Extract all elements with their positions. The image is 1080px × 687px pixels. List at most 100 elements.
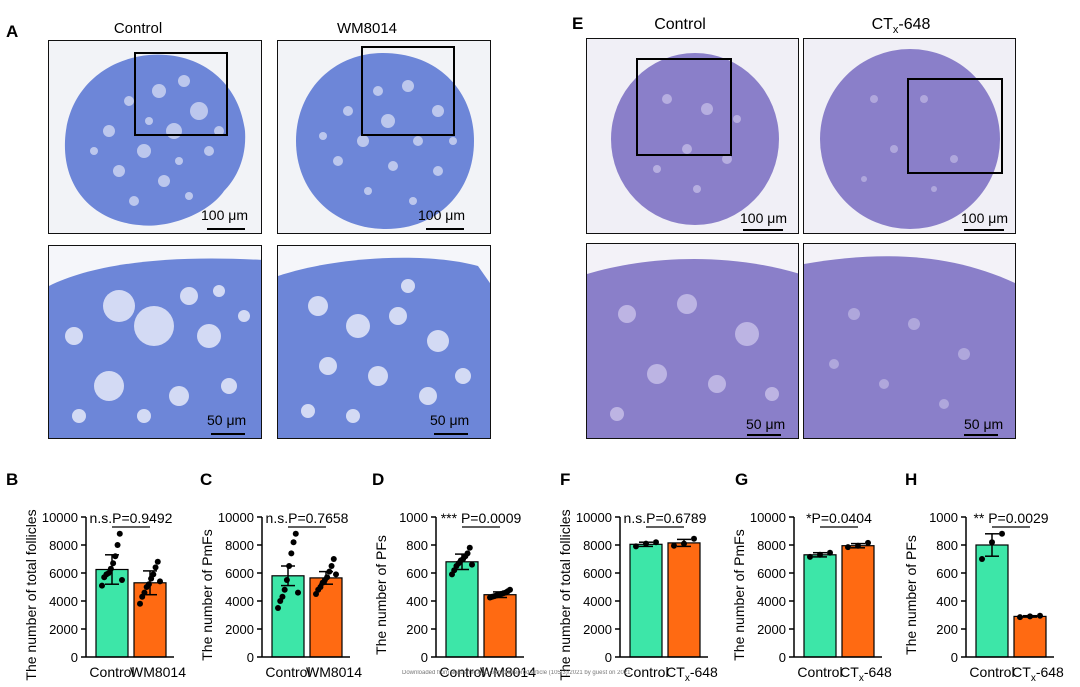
- x-tick-label: Control: [439, 664, 484, 680]
- y-tick-label: 6000: [225, 566, 254, 581]
- data-point: [691, 535, 697, 542]
- y-tick-label: 8000: [583, 538, 612, 553]
- panel-label-d: D: [372, 470, 385, 489]
- panel-label-a: A: [6, 22, 19, 41]
- col-label-ctx648-e: CTx-648: [871, 16, 931, 37]
- micrograph-control-overview: 100 μm: [48, 40, 262, 234]
- y-tick-label: 8000: [49, 538, 78, 553]
- scale-bar-label: 100 μm: [418, 207, 465, 223]
- data-point: [1037, 612, 1043, 619]
- bar-control: [271, 575, 305, 658]
- y-tick-label: 0: [71, 650, 78, 665]
- y-tick-label: 1000: [929, 510, 958, 525]
- x-tick-label: WM8014: [306, 664, 362, 680]
- y-tick-label: 2000: [225, 622, 254, 637]
- bar-control: [629, 543, 663, 658]
- scale-bar-label: 50 μm: [430, 412, 470, 428]
- y-tick-label: 0: [605, 650, 612, 665]
- data-point: [466, 544, 473, 551]
- data-point: [275, 605, 281, 611]
- data-point: [999, 530, 1005, 537]
- data-point: [279, 593, 286, 600]
- scale-bar: [964, 434, 998, 436]
- data-point: [681, 540, 687, 547]
- micrograph-control-zoom-e: 50 μm: [586, 243, 799, 439]
- y-tick-label: 8000: [225, 538, 254, 553]
- y-tick-label: 10000: [576, 510, 612, 525]
- y-tick-label: 2000: [583, 622, 612, 637]
- y-tick-label: 0: [951, 650, 958, 665]
- micrograph-control-overview-e: 100 μm: [586, 38, 799, 234]
- data-point: [464, 550, 471, 557]
- panel-label-c: C: [200, 470, 213, 489]
- data-point: [326, 568, 333, 575]
- y-tick-label: 4000: [225, 594, 254, 609]
- data-point: [330, 556, 337, 562]
- data-point: [116, 530, 123, 537]
- x-tick-label: Control: [623, 664, 668, 680]
- y-axis-label: The number of total follicles: [557, 509, 573, 680]
- scale-bar: [207, 228, 245, 230]
- scale-bar: [747, 434, 781, 436]
- data-point: [855, 542, 861, 549]
- y-tick-label: 2000: [757, 622, 786, 637]
- data-point: [286, 563, 293, 569]
- y-tick-label: 6000: [757, 566, 786, 581]
- data-point: [290, 539, 297, 546]
- x-tick-label: Control: [797, 664, 842, 680]
- data-point: [1017, 614, 1023, 621]
- x-tick-label: Control: [265, 664, 310, 680]
- col-label-wm8014-a: WM8014: [336, 20, 398, 37]
- scale-bar: [211, 433, 245, 435]
- data-point: [469, 561, 475, 568]
- data-point: [827, 549, 833, 556]
- data-point: [979, 556, 985, 562]
- y-tick-label: 10000: [218, 510, 254, 525]
- micrograph-wm8014-overview: 100 μm: [277, 40, 491, 234]
- significance-label: *P=0.0404: [806, 510, 872, 526]
- x-tick-label: CTx-648: [840, 664, 892, 684]
- bar-wm8014: [483, 594, 517, 658]
- y-tick-label: 400: [406, 594, 428, 609]
- y-tick-label: 600: [406, 566, 428, 581]
- data-point: [333, 571, 339, 578]
- scale-bar-label: 100 μm: [961, 210, 1008, 226]
- scale-bar: [426, 228, 464, 230]
- chart-f-total-follicles: The number of total follicles 0 2000 4000 60…: [557, 509, 718, 684]
- data-point: [288, 550, 295, 557]
- data-point: [633, 543, 639, 550]
- scale-bar-label: 50 μm: [746, 416, 786, 432]
- data-point: [141, 589, 148, 596]
- chart-b-total-follicles: The number of total follicles 0 2000 4000 60…: [23, 509, 186, 680]
- x-tick-label: CTx-648: [666, 664, 718, 684]
- y-tick-label: 4000: [757, 594, 786, 609]
- data-point: [119, 577, 125, 583]
- x-tick-label: Control: [89, 664, 134, 680]
- panel-label-h: H: [905, 470, 918, 489]
- data-point: [110, 560, 117, 567]
- data-point: [324, 574, 331, 581]
- download-watermark: Downloaded from academic.oup.com/biolrep…: [402, 670, 631, 676]
- data-point: [817, 551, 823, 558]
- data-point: [1027, 613, 1033, 620]
- y-axis-label: The number of PmFs: [199, 529, 215, 661]
- panel-label-e: E: [572, 14, 584, 33]
- data-point: [845, 544, 851, 551]
- bar-control: [803, 554, 837, 658]
- chart-h-pfs: The number of PFs 0 200 400 600 800 1000 Contro…: [903, 510, 1064, 684]
- data-point: [507, 586, 513, 593]
- x-tick-label: CTx-648: [1012, 664, 1064, 684]
- y-tick-label: 800: [936, 538, 958, 553]
- data-point: [152, 564, 159, 571]
- micrograph-wm8014-zoom: 50 μm: [277, 245, 491, 439]
- x-tick-label: WM8014: [130, 664, 186, 680]
- data-point: [807, 553, 813, 560]
- data-point: [653, 539, 659, 546]
- data-point: [99, 582, 105, 589]
- y-axis-label: The number of PFs: [373, 535, 389, 655]
- bar-control: [445, 561, 479, 658]
- panel-label-g: G: [735, 470, 749, 489]
- y-tick-label: 200: [936, 622, 958, 637]
- bar-ctx-648: [841, 545, 875, 658]
- data-point: [989, 539, 995, 546]
